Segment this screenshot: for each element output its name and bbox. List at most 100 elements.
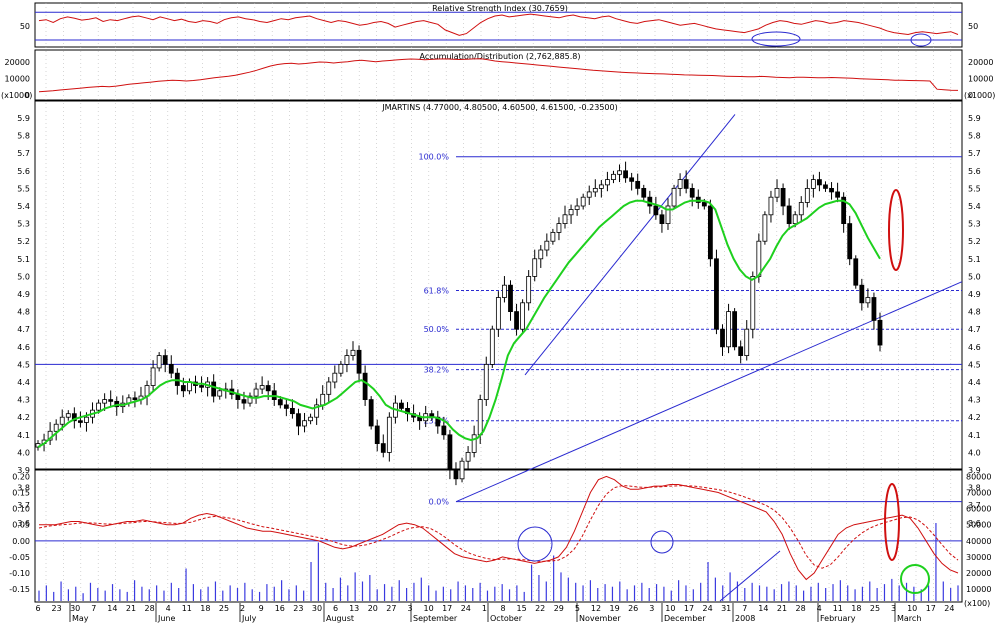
price-tick-right: 5.9 — [968, 114, 981, 123]
candle-body — [78, 420, 83, 423]
date-tick-label: 2 — [240, 604, 245, 613]
candle-body — [556, 223, 562, 233]
candle-body — [344, 355, 350, 365]
ad-unit-left: (x1000) — [1, 91, 32, 100]
candle-body — [871, 297, 877, 321]
date-tick-label: 25 — [870, 604, 880, 613]
oscillator-signal-line — [38, 484, 959, 569]
price-tick-right: 5.3 — [968, 220, 981, 229]
month-label: August — [326, 614, 354, 623]
price-tick-right: 5.1 — [968, 255, 981, 264]
candle-body — [259, 385, 265, 390]
pane-frame — [34, 100, 963, 470]
date-tick-label: 17 — [442, 604, 452, 613]
price-tick-left: 5.1 — [17, 255, 30, 264]
candle-body — [102, 399, 108, 404]
candle-body — [187, 381, 192, 392]
price-tick-left: 5.7 — [17, 149, 30, 158]
candle-body — [580, 196, 586, 207]
date-tick-label: 21 — [126, 604, 136, 613]
candle-body — [283, 404, 289, 409]
date-tick-label: 9 — [259, 604, 264, 613]
date-tick-label: 4 — [817, 604, 822, 613]
candle-body — [514, 311, 519, 330]
candle-body — [308, 416, 313, 422]
candle-body — [489, 328, 495, 365]
osc-tick-left: 0.00 — [12, 537, 30, 546]
candle-body — [550, 231, 556, 242]
volume-tick-right: 40000 — [966, 537, 991, 546]
candle-body — [132, 397, 138, 400]
candle-body — [96, 402, 101, 411]
date-tick-label: 22 — [535, 604, 545, 613]
volume-tick-right: 10000 — [966, 585, 991, 594]
candle-body — [653, 205, 659, 216]
month-label: November — [579, 614, 621, 623]
rsi-tick-right: 50 — [968, 22, 978, 31]
price-tick-left: 5.0 — [17, 272, 30, 281]
price-tick-right: 4.3 — [968, 396, 981, 405]
candle-body — [453, 469, 459, 480]
volume-trend-line — [719, 550, 781, 602]
ad-tick-right: 20000 — [968, 58, 993, 67]
osc-tick-left: -0.10 — [9, 569, 30, 578]
candle-body — [356, 349, 362, 374]
candle-body — [459, 460, 465, 480]
candle-body — [338, 363, 344, 374]
date-tick-label: 28 — [145, 604, 155, 613]
fib-label: 38.2% — [424, 366, 450, 375]
candle-body — [265, 385, 271, 392]
date-tick-label: 26 — [628, 604, 638, 613]
month-label: July — [241, 614, 257, 623]
candle-body — [841, 196, 847, 224]
fib-label: 50.0% — [424, 325, 450, 334]
candle-body — [701, 202, 707, 207]
candle-body — [586, 191, 592, 198]
candle-body — [877, 319, 883, 346]
osc-tick-left: 0.20 — [12, 472, 30, 481]
osc-tick-left: -0.05 — [9, 553, 30, 562]
candle-body — [641, 187, 647, 198]
month-label: September — [413, 614, 458, 623]
volume-tick-right: 30000 — [966, 553, 991, 562]
candle-body — [804, 187, 810, 203]
price-tick-left: 5.2 — [17, 237, 30, 246]
candle-body — [477, 399, 483, 436]
candle-body — [368, 399, 374, 427]
price-tick-left: 4.2 — [17, 413, 30, 422]
date-tick-label: 15 — [517, 604, 527, 613]
date-tick-label: 11 — [182, 604, 192, 613]
month-label: October — [490, 614, 523, 623]
candle-body — [296, 413, 301, 427]
date-tick-label: 10 — [907, 604, 917, 613]
candle-body — [762, 214, 768, 242]
ad-title: Accumulation/Distribution (2,762,885.8) — [419, 52, 580, 61]
candle-body — [798, 202, 804, 216]
price-tick-left: 3.7 — [17, 501, 30, 510]
candle-body — [623, 170, 628, 179]
date-tick-label: 11 — [833, 604, 843, 613]
candlesticks — [35, 161, 883, 486]
volume-highlight-circle — [900, 564, 930, 594]
osc-tick-left: 0.05 — [12, 521, 30, 530]
price-tick-left: 4.7 — [17, 325, 30, 334]
trend-line — [455, 281, 963, 503]
month-label: December — [664, 614, 706, 623]
candle-body — [211, 381, 217, 397]
date-tick-label: 18 — [200, 604, 210, 613]
price-tick-right: 4.9 — [968, 290, 981, 299]
candle-body — [495, 297, 501, 330]
osc-tick-left: 0.10 — [12, 505, 30, 514]
volume-tick-right: 70000 — [966, 489, 991, 498]
date-tick-label: 17 — [926, 604, 936, 613]
candle-body — [574, 205, 580, 210]
pane-frame — [34, 469, 963, 603]
candle-body — [780, 187, 786, 207]
date-tick-label: 25 — [219, 604, 229, 613]
volume-tick-right: 50000 — [966, 521, 991, 530]
volume-tick-right: 20000 — [966, 569, 991, 578]
candle-body — [180, 385, 186, 392]
candle-body — [744, 328, 750, 357]
candle-body — [65, 413, 71, 418]
candle-body — [714, 258, 719, 330]
